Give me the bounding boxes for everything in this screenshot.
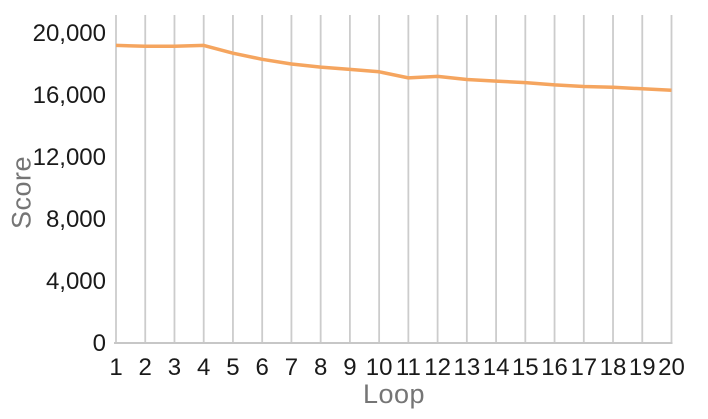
- x-tick-label: 5: [226, 354, 239, 381]
- x-tick-label: 18: [600, 354, 627, 381]
- x-tick-label: 1: [109, 354, 122, 381]
- x-tick-label: 14: [483, 354, 510, 381]
- y-tick-label: 4,000: [46, 268, 106, 295]
- x-tick-label: 11: [396, 354, 421, 381]
- y-tick-label: 20,000: [33, 20, 106, 47]
- x-tick-label: 8: [314, 354, 327, 381]
- x-tick-label: 19: [629, 354, 656, 381]
- y-tick-label: 0: [93, 330, 106, 357]
- y-tick-labels: 0 4,000 8,000 12,000 16,000 20,000: [33, 20, 106, 357]
- y-axis-title: Score: [6, 155, 37, 230]
- x-tick-label: 20: [658, 354, 685, 381]
- x-tick-label: 10: [366, 354, 393, 381]
- x-tick-label: 6: [256, 354, 269, 381]
- x-tick-label: 17: [570, 354, 597, 381]
- x-tick-label: 7: [285, 354, 298, 381]
- y-tick-label: 12,000: [33, 144, 106, 171]
- x-tick-labels: 1 2 3 4 5 6 7 8 9 10 11 12 13 14 15 16 17 18 19 20: [109, 354, 685, 381]
- x-tick-label: 16: [541, 354, 568, 381]
- x-tick-label: 12: [424, 354, 451, 381]
- x-tick-label: 3: [168, 354, 181, 381]
- x-tick-label: 15: [512, 354, 539, 381]
- x-tick-label: 9: [343, 354, 356, 381]
- y-tick-label: 8,000: [46, 206, 106, 233]
- x-axis-title: Loop: [362, 379, 426, 409]
- x-tick-label: 2: [139, 354, 152, 381]
- x-tick-label: 13: [453, 354, 480, 381]
- y-tick-label: 16,000: [33, 82, 106, 109]
- score-line: [115, 43, 672, 93]
- x-tick-label: 4: [197, 354, 210, 381]
- gridlines: [115, 15, 673, 343]
